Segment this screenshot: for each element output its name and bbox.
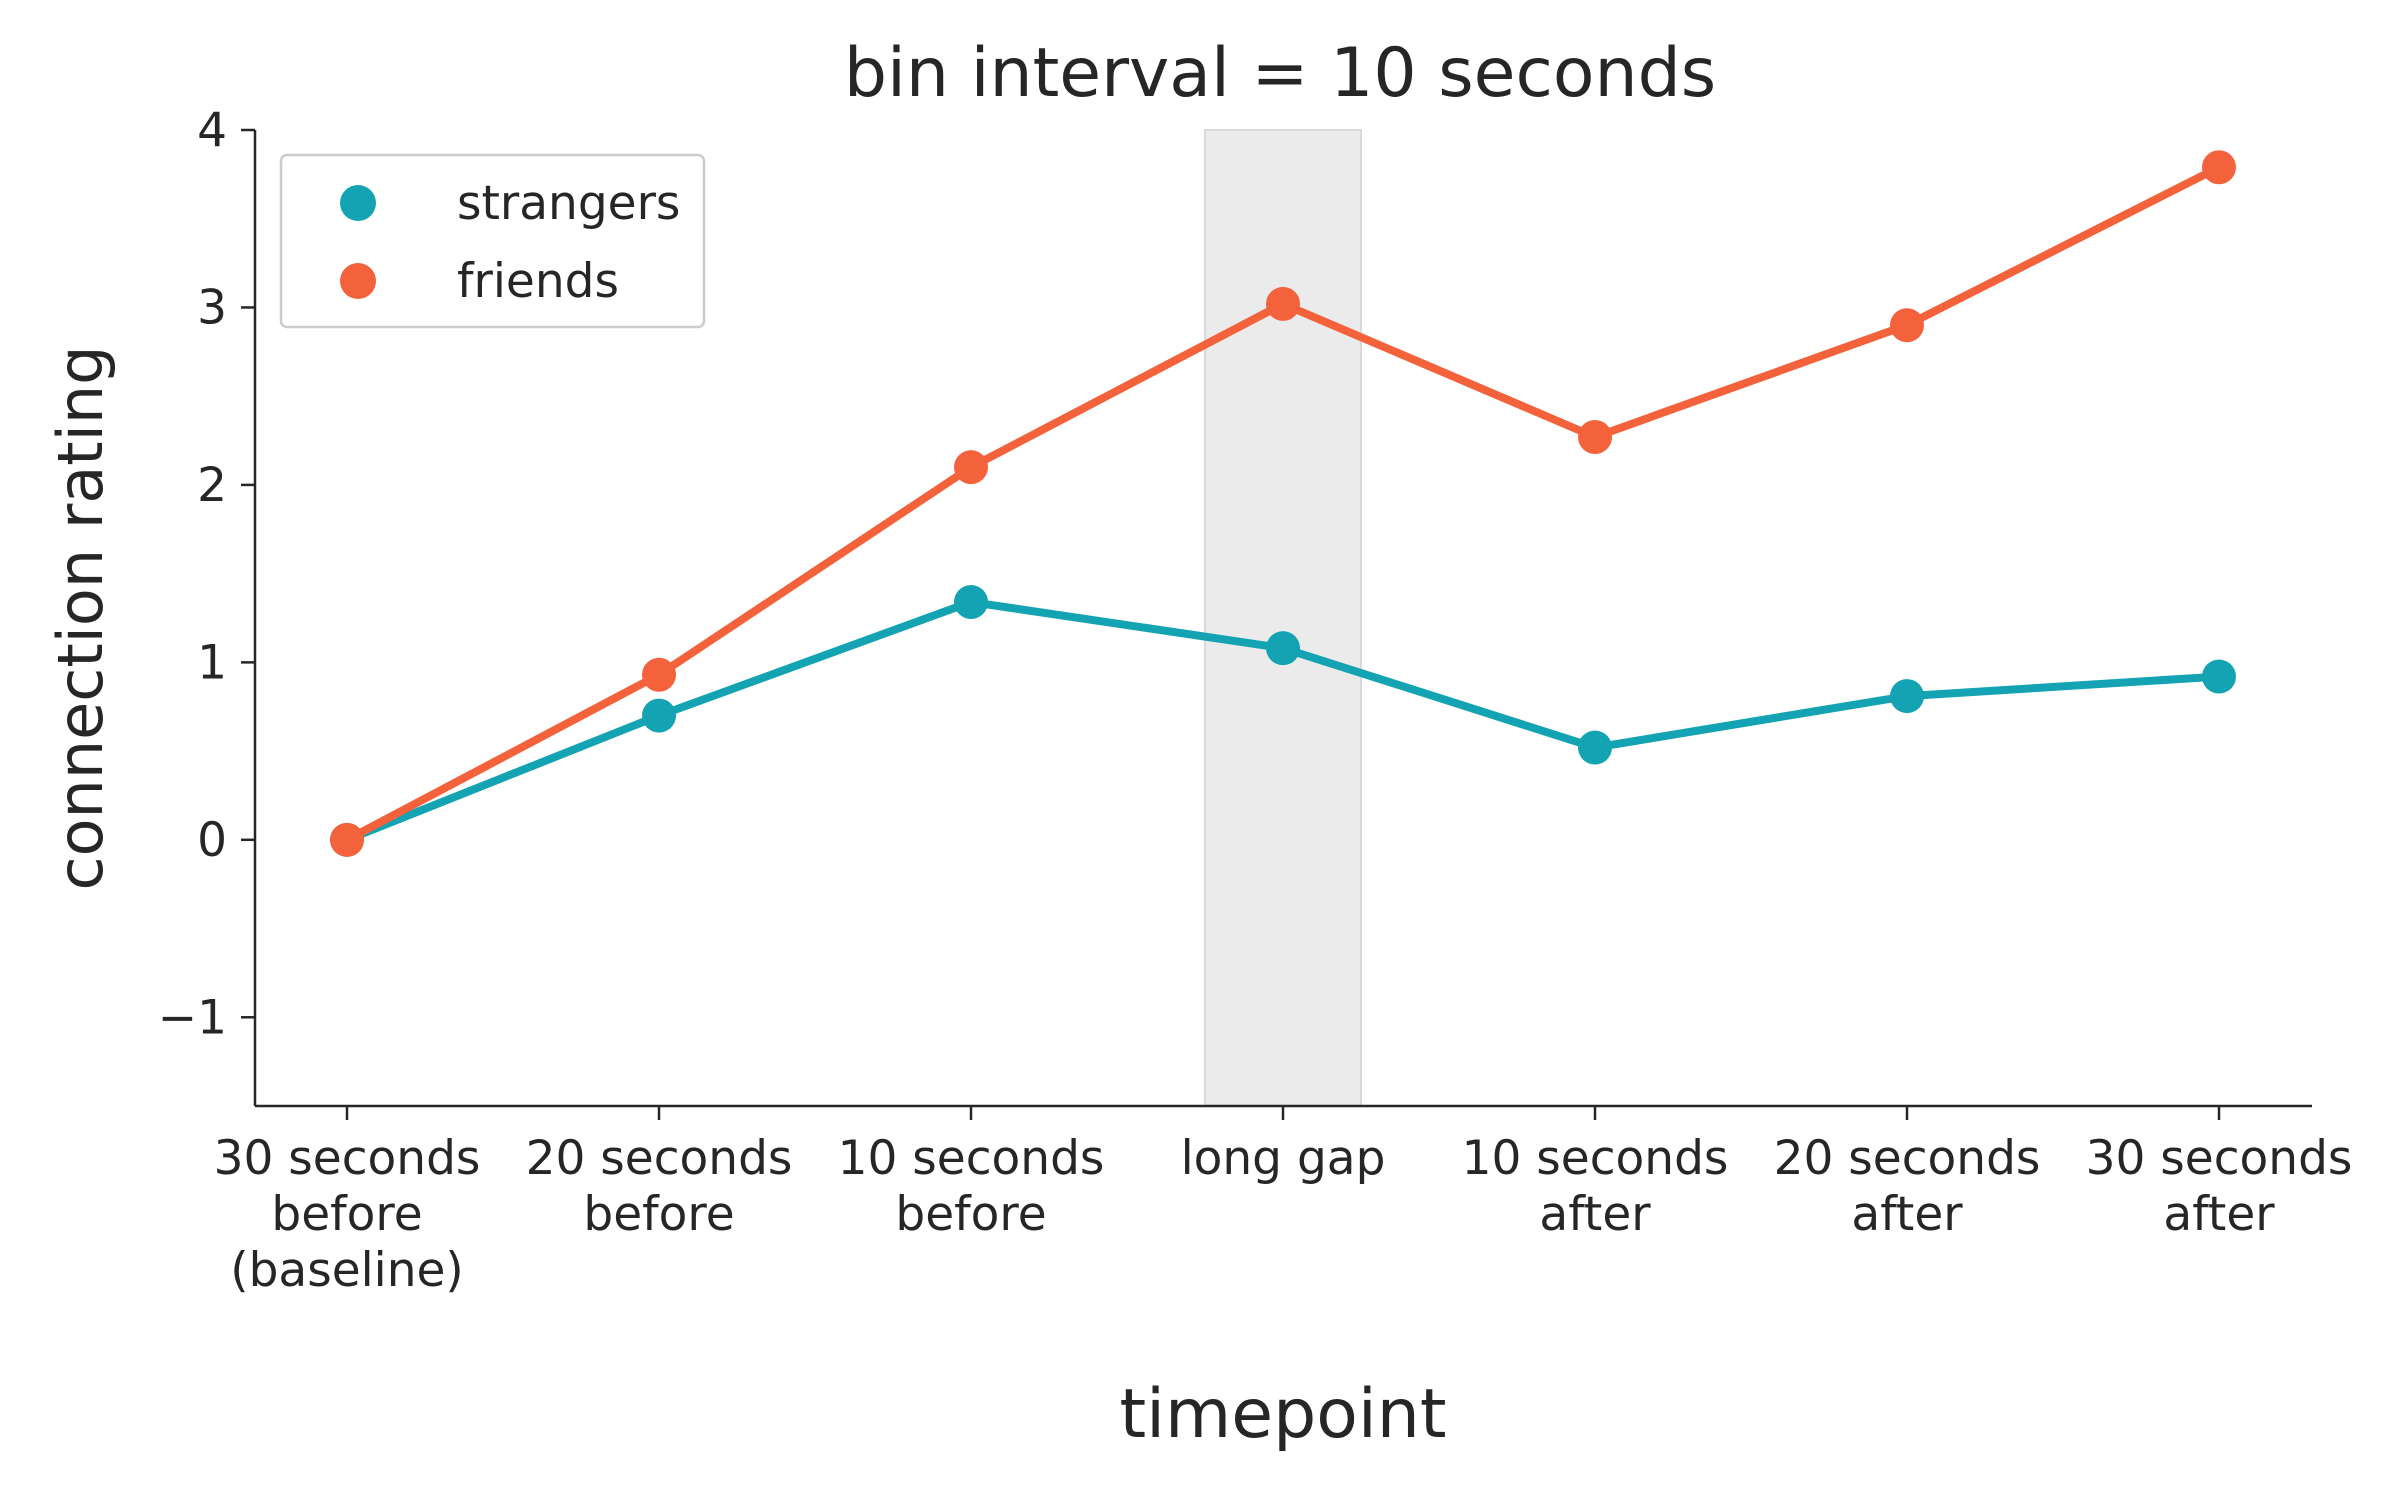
data-point-strangers [1578,730,1612,765]
data-point-friends [2202,150,2236,185]
data-point-friends [954,450,988,485]
legend-label-strangers: strangers [457,176,680,231]
x-tick-label: 30 seconds after [2086,1131,2353,1242]
data-point-friends [1266,286,1300,321]
x-tick-label: 10 seconds after [1462,1131,1729,1242]
data-point-strangers [1266,631,1300,666]
y-tick-label: 0 [197,813,227,868]
chart-title: bin interval = 10 seconds [844,34,1716,113]
data-point-friends [1890,308,1924,343]
y-axis-label: connection rating [44,346,117,891]
y-tick-label: 2 [197,458,227,513]
highlight-band [1204,129,1362,1107]
legend-label-friends: friends [457,254,619,309]
x-tick-label: 20 seconds before [526,1131,793,1242]
legend-marker-strangers [340,185,376,221]
y-tick-label: 4 [197,103,227,158]
y-tick-label: 1 [197,635,227,690]
data-point-friends [642,657,676,692]
data-point-strangers [2202,659,2236,694]
x-tick-label: 30 seconds before (baseline) [214,1131,481,1298]
data-point-strangers [642,698,676,733]
x-tick-label: 20 seconds after [1774,1131,2041,1242]
x-tick-label: long gap [1181,1131,1386,1186]
x-tick-label: 10 seconds before [838,1131,1105,1242]
x-axis-label: timepoint [1119,1375,1446,1454]
data-point-friends [1578,419,1612,454]
y-tick-label: −1 [158,990,227,1045]
data-point-strangers [954,585,988,620]
legend-marker-friends [340,263,376,299]
legend-box [279,153,706,329]
data-point-strangers [1890,679,1924,714]
data-point-friends [330,822,364,857]
y-tick-label: 3 [197,280,227,335]
